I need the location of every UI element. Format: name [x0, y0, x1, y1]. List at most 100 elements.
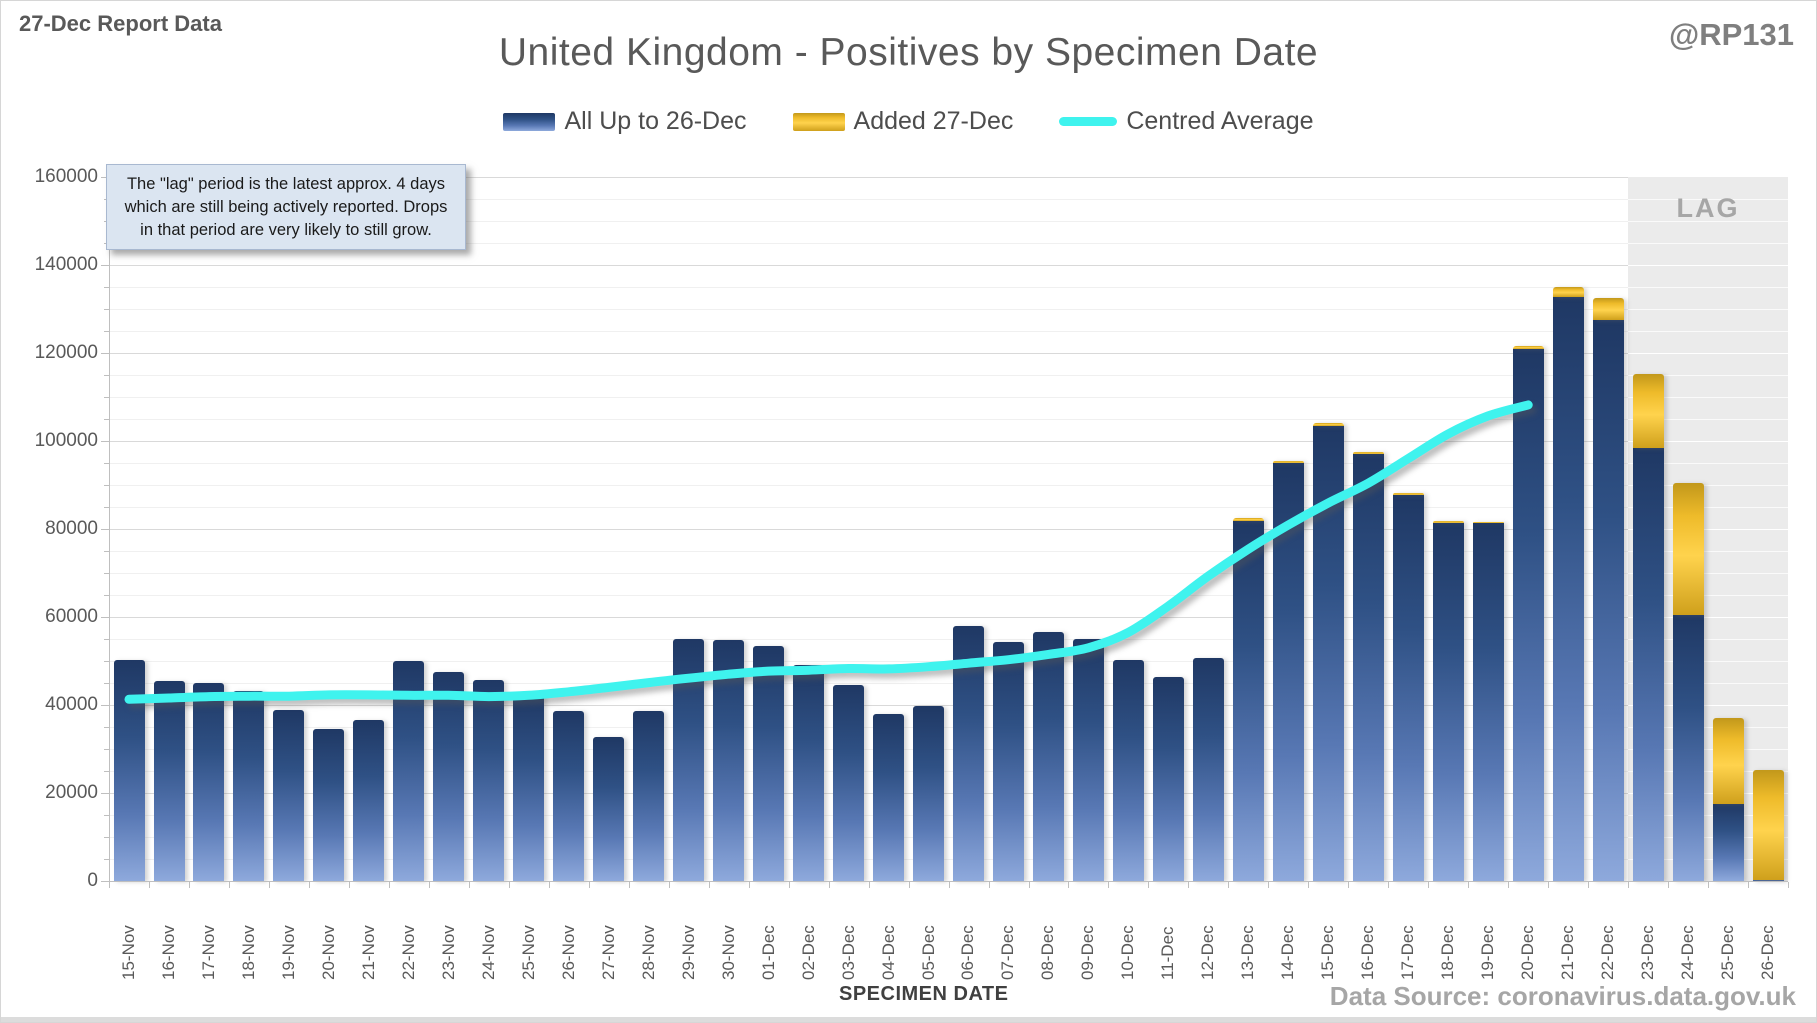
report-date-label: 27-Dec Report Data	[19, 11, 222, 36]
x-tick-label-15-Dec: 15-Dec	[1318, 925, 1338, 980]
x-axis-tick	[149, 882, 150, 888]
x-axis-tick	[1308, 882, 1310, 888]
x-axis-tick	[308, 882, 310, 888]
bar-06-Dec	[953, 626, 984, 881]
x-tick-label-24-Dec: 24-Dec	[1678, 925, 1698, 980]
y-axis-tick	[104, 485, 109, 486]
legend-label: All Up to 26-Dec	[564, 107, 747, 135]
y-axis-tick	[104, 573, 109, 574]
legend-label: Centred Average	[1126, 107, 1314, 135]
y-axis-tick	[101, 881, 109, 882]
y-axis-tick	[101, 177, 109, 178]
bar-added-26-Dec	[1752, 769, 1784, 880]
x-axis-tick	[189, 882, 190, 888]
major-gridline	[109, 705, 1788, 706]
lag-gridline	[1628, 375, 1788, 376]
x-tick-label-21-Dec: 21-Dec	[1558, 925, 1578, 980]
bar-23-Nov	[433, 672, 465, 881]
bar-19-Nov	[273, 710, 305, 881]
x-tick-label-14-Dec: 14-Dec	[1278, 925, 1298, 980]
lag-gridline	[1628, 287, 1788, 288]
x-axis-tick	[388, 882, 390, 888]
x-tick-label-10-Dec: 10-Dec	[1118, 925, 1138, 980]
annotation-line-2: which are still being actively reported.…	[124, 197, 448, 216]
legend-item-1: Added 27-Dec	[792, 107, 1013, 136]
minor-gridline	[109, 815, 1788, 816]
y-tick-label-100000: 100000	[34, 430, 98, 451]
y-axis-tick	[104, 727, 109, 728]
y-axis-tick	[104, 683, 109, 684]
y-tick-label-20000: 20000	[45, 782, 98, 803]
bar-04-Dec	[873, 713, 904, 881]
bar-added-24-Dec	[1672, 483, 1704, 615]
x-tick-label-24-Nov: 24-Nov	[478, 925, 498, 980]
lag-gridline	[1628, 397, 1788, 398]
bar-added-21-Dec	[1552, 287, 1584, 298]
y-axis-tick	[104, 661, 109, 662]
x-axis-tick	[1388, 882, 1390, 888]
y-axis-tick	[104, 419, 109, 420]
major-gridline	[109, 177, 1788, 178]
lag-gridline	[1628, 683, 1788, 684]
x-axis-tick	[1268, 882, 1270, 888]
lag-gridline	[1628, 243, 1788, 244]
lag-gridline	[1628, 661, 1788, 662]
x-axis-tick	[1108, 882, 1110, 888]
lag-gridline	[1628, 595, 1788, 596]
x-axis-tick	[1668, 882, 1670, 888]
bar-13-Dec	[1232, 520, 1264, 881]
bar-08-Dec	[1032, 631, 1064, 881]
y-axis-tick	[101, 705, 109, 706]
minor-gridline	[109, 309, 1788, 310]
bar-23-Dec	[1632, 448, 1664, 881]
x-axis-line	[109, 881, 1788, 882]
major-gridline	[109, 265, 1788, 266]
x-tick-label-26-Dec: 26-Dec	[1758, 925, 1777, 980]
bar-25-Nov	[513, 694, 545, 881]
y-axis-tick	[101, 529, 109, 530]
x-tick-label-20-Nov: 20-Nov	[318, 925, 338, 980]
bar-01-Dec	[753, 645, 785, 881]
y-tick-label-140000: 140000	[34, 254, 98, 275]
y-axis-line	[109, 177, 110, 881]
bar-22-Nov	[393, 661, 425, 881]
x-tick-label-06-Dec: 06-Dec	[958, 925, 978, 980]
x-tick-label-25-Dec: 25-Dec	[1718, 925, 1738, 980]
bar-added-25-Dec	[1712, 717, 1744, 804]
x-axis-tick	[828, 882, 830, 888]
lag-gridline	[1628, 441, 1788, 442]
y-tick-label-160000: 160000	[34, 166, 98, 187]
x-tick-label-26-Nov: 26-Nov	[558, 925, 578, 980]
x-tick-label-22-Dec: 22-Dec	[1598, 925, 1618, 980]
x-tick-label-13-Dec: 13-Dec	[1238, 925, 1258, 980]
y-axis-tick	[104, 595, 109, 596]
x-axis-tick	[1508, 882, 1510, 888]
minor-gridline	[109, 221, 1788, 222]
x-tick-label-22-Nov: 22-Nov	[398, 925, 418, 980]
bar-22-Dec	[1592, 319, 1624, 881]
x-axis-tick	[109, 882, 110, 888]
bar-added-23-Dec	[1632, 374, 1664, 449]
x-tick-label-28-Nov: 28-Nov	[638, 925, 658, 980]
y-tick-label-40000: 40000	[45, 694, 98, 715]
lag-gridline	[1628, 485, 1788, 486]
x-axis-tick	[1148, 882, 1150, 888]
lag-gridline	[1628, 507, 1788, 508]
minor-gridline	[109, 375, 1788, 376]
bar-18-Nov	[233, 690, 265, 881]
minor-gridline	[109, 397, 1788, 398]
bar-07-Dec	[993, 642, 1024, 881]
lag-gridline	[1628, 727, 1788, 728]
y-axis-tick	[104, 771, 109, 772]
bar-20-Nov	[313, 728, 345, 881]
annotation-line-1: The "lag" period is the latest approx. 4…	[126, 175, 446, 193]
x-axis-tick	[1628, 882, 1630, 888]
x-axis-tick	[268, 882, 270, 888]
y-axis-tick	[101, 265, 109, 266]
minor-gridline	[109, 749, 1788, 750]
lag-gridline	[1628, 199, 1788, 200]
lag-gridline	[1628, 815, 1788, 816]
x-axis-tick	[1428, 882, 1430, 888]
x-axis-tick	[1028, 882, 1030, 888]
